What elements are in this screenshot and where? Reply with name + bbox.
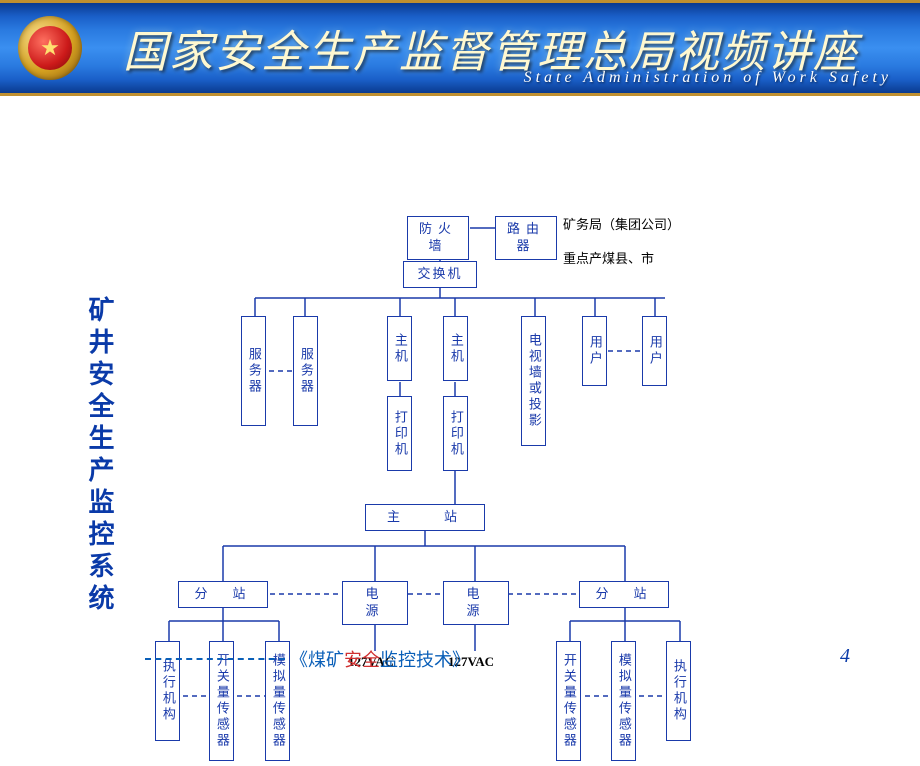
node-substation-left: 分 站 bbox=[178, 581, 268, 608]
node-router: 路由器 bbox=[495, 216, 557, 260]
system-diagram: 防火墙 路由器 矿务局（集团公司） 重点产煤县、市 交换机 服务器 服务器 主机… bbox=[145, 206, 885, 766]
node-server2: 服务器 bbox=[293, 316, 318, 426]
footer-bracket-right: 》 bbox=[452, 650, 470, 670]
vertical-title: 矿井安全生产监控系统 bbox=[82, 296, 119, 616]
node-switch-sensor-right: 开关量传感器 bbox=[556, 641, 581, 761]
node-power2: 电 源 bbox=[443, 581, 509, 625]
banner: ★ 国家安全生产监督管理总局视频讲座 State Administration … bbox=[0, 0, 920, 96]
annotation-line2: 重点产煤县、市 bbox=[563, 248, 654, 267]
node-user2: 用户 bbox=[642, 316, 667, 386]
footer-bracket-left: 《 bbox=[290, 650, 308, 670]
node-power1: 电 源 bbox=[342, 581, 408, 625]
node-actuator-left: 执行机构 bbox=[155, 641, 180, 741]
footer-dash-line bbox=[145, 658, 285, 660]
node-substation-right: 分 站 bbox=[579, 581, 669, 608]
node-printer2: 打印机 bbox=[443, 396, 468, 471]
node-host1: 主机 bbox=[387, 316, 412, 381]
footer-part3: 监控技术 bbox=[380, 650, 452, 670]
node-firewall: 防火墙 bbox=[407, 216, 469, 260]
footer-caption: 《煤矿安全监控技术》 bbox=[290, 646, 470, 672]
footer-part1: 煤矿 bbox=[308, 650, 344, 670]
node-analog-sensor-right: 模拟量传感器 bbox=[611, 641, 636, 761]
node-switch: 交换机 bbox=[403, 261, 477, 288]
node-printer1: 打印机 bbox=[387, 396, 412, 471]
page-number: 4 bbox=[840, 645, 850, 668]
node-user1: 用户 bbox=[582, 316, 607, 386]
node-tvwall: 电视墙或投影 bbox=[521, 316, 546, 446]
annotation-line1: 矿务局（集团公司） bbox=[563, 214, 680, 233]
node-main-station: 主 站 bbox=[365, 504, 485, 531]
node-host2: 主机 bbox=[443, 316, 468, 381]
footer-part2: 安全 bbox=[344, 650, 380, 670]
diagram-connectors bbox=[145, 206, 885, 766]
emblem-icon: ★ bbox=[18, 16, 82, 80]
node-actuator-right: 执行机构 bbox=[666, 641, 691, 741]
node-server1: 服务器 bbox=[241, 316, 266, 426]
slide-body: 矿井安全生产监控系统 bbox=[0, 96, 920, 690]
banner-subtitle: State Administration of Work Safety bbox=[524, 69, 892, 87]
